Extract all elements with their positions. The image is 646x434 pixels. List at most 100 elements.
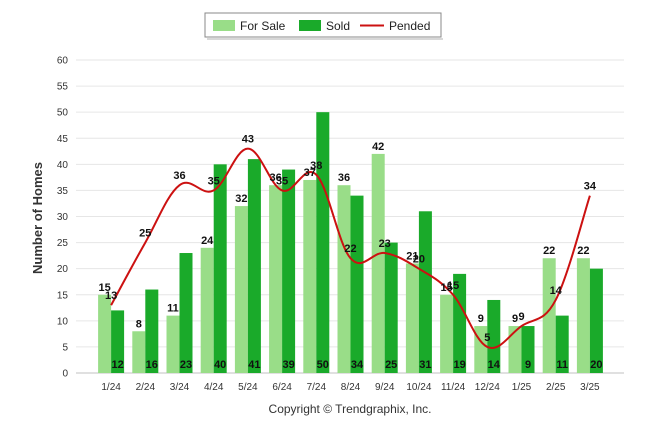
pended-value-label: 35 xyxy=(208,175,220,187)
legend-shadow xyxy=(207,38,443,40)
pended-value-label: 36 xyxy=(173,170,185,182)
x-tick-label: 4/24 xyxy=(204,382,224,393)
bar-for-sale xyxy=(303,179,317,373)
for-sale-value-label: 32 xyxy=(235,193,247,205)
x-tick-label: 9/24 xyxy=(375,382,395,393)
pended-value-label: 35 xyxy=(276,175,288,187)
pended-value-label: 25 xyxy=(139,228,151,240)
sold-value-label: 11 xyxy=(556,359,568,371)
copyright-credit: Copyright © Trendgraphix, Inc. xyxy=(269,402,432,416)
y-tick-label: 5 xyxy=(62,342,68,353)
for-sale-value-label: 15 xyxy=(98,282,110,294)
bar-for-sale xyxy=(337,185,351,373)
y-tick-label: 55 xyxy=(57,82,69,93)
pended-value-label: 14 xyxy=(550,285,563,297)
bar-for-sale xyxy=(542,258,556,373)
pended-value-label: 13 xyxy=(105,290,117,302)
for-sale-value-label: 11 xyxy=(167,303,179,315)
for-sale-value-label: 24 xyxy=(201,235,214,247)
legend-swatch xyxy=(299,20,321,31)
sold-value-label: 41 xyxy=(248,359,260,371)
sold-value-label: 50 xyxy=(317,359,329,371)
pended-value-label: 43 xyxy=(242,134,254,146)
y-axis-label: Number of Homes xyxy=(30,162,45,274)
bar-sold xyxy=(111,310,125,373)
bars xyxy=(98,112,603,374)
bar-sold xyxy=(247,159,261,373)
pended-value-label: 15 xyxy=(447,280,459,292)
y-tick-label: 35 xyxy=(57,186,69,197)
x-tick-label: 3/24 xyxy=(170,382,190,393)
data-labels: 15 12 8 16 11 23 24 40 32 41 36 39 37 50 36 34 42 25 21 31 1… xyxy=(98,134,602,371)
y-tick-label: 20 xyxy=(57,264,69,275)
y-tick-label: 45 xyxy=(57,134,69,145)
y-tick-label: 15 xyxy=(57,290,69,301)
y-tick-label: 30 xyxy=(57,212,69,223)
pended-value-label: 20 xyxy=(413,254,425,266)
y-tick-label: 60 xyxy=(57,56,69,67)
x-tick-label: 3/25 xyxy=(580,382,600,393)
bar-sold xyxy=(384,242,398,373)
sold-value-label: 9 xyxy=(525,359,531,371)
bar-for-sale xyxy=(508,326,522,373)
bar-sold xyxy=(418,211,432,373)
legend-label: Pended xyxy=(389,19,430,33)
bar-sold xyxy=(145,289,159,373)
pended-value-label: 22 xyxy=(344,243,356,255)
x-tick-label: 5/24 xyxy=(238,382,258,393)
y-tick-label: 0 xyxy=(62,369,68,380)
pended-line-layer xyxy=(110,147,591,349)
legend-label: For Sale xyxy=(240,19,286,33)
sold-value-label: 12 xyxy=(111,359,123,371)
for-sale-value-label: 21 xyxy=(406,250,418,262)
x-tick-label: 7/24 xyxy=(307,382,327,393)
x-tick-label: 6/24 xyxy=(272,382,292,393)
bar-sold xyxy=(555,315,569,373)
bar-sold xyxy=(316,112,330,374)
bar-for-sale xyxy=(405,263,419,373)
sold-value-label: 20 xyxy=(590,359,602,371)
y-tick-label: 10 xyxy=(57,316,69,327)
pended-value-label: 9 xyxy=(518,311,524,323)
sold-value-label: 34 xyxy=(351,359,364,371)
sold-value-label: 14 xyxy=(488,359,501,371)
sold-value-label: 31 xyxy=(419,359,431,371)
sold-value-label: 23 xyxy=(180,359,192,371)
bar-for-sale xyxy=(576,258,590,373)
bar-sold xyxy=(179,253,193,373)
bar-sold xyxy=(282,169,296,373)
x-tick-label: 12/24 xyxy=(475,382,500,393)
for-sale-value-label: 9 xyxy=(512,313,518,325)
bar-sold xyxy=(487,299,501,373)
bar-for-sale xyxy=(269,185,283,373)
bar-sold xyxy=(350,195,364,373)
bar-for-sale xyxy=(371,153,385,373)
y-tick-label: 25 xyxy=(57,238,69,249)
sold-value-label: 19 xyxy=(453,359,465,371)
x-tick-label: 8/24 xyxy=(341,382,361,393)
x-tick-label: 1/24 xyxy=(101,382,121,393)
pended-value-label: 23 xyxy=(379,238,391,250)
legend-label: Sold xyxy=(326,19,350,33)
sold-value-label: 40 xyxy=(214,359,226,371)
x-tick-label: 2/25 xyxy=(546,382,566,393)
pended-value-label: 5 xyxy=(484,332,490,344)
for-sale-value-label: 9 xyxy=(478,313,484,325)
bar-sold xyxy=(213,164,227,373)
sold-value-label: 16 xyxy=(146,359,158,371)
bar-sold xyxy=(589,268,603,373)
bar-sold xyxy=(521,326,535,373)
for-sale-value-label: 36 xyxy=(338,172,350,184)
sold-value-label: 25 xyxy=(385,359,397,371)
x-tick-label: 1/25 xyxy=(512,382,532,393)
x-tick-label: 11/24 xyxy=(441,382,466,393)
y-tick-label: 40 xyxy=(57,160,69,171)
y-tick-label: 50 xyxy=(57,108,69,119)
bar-for-sale xyxy=(166,315,180,373)
for-sale-value-label: 36 xyxy=(269,172,281,184)
bar-for-sale xyxy=(440,294,454,373)
for-sale-value-label: 37 xyxy=(304,167,316,179)
bar-for-sale xyxy=(132,331,146,373)
